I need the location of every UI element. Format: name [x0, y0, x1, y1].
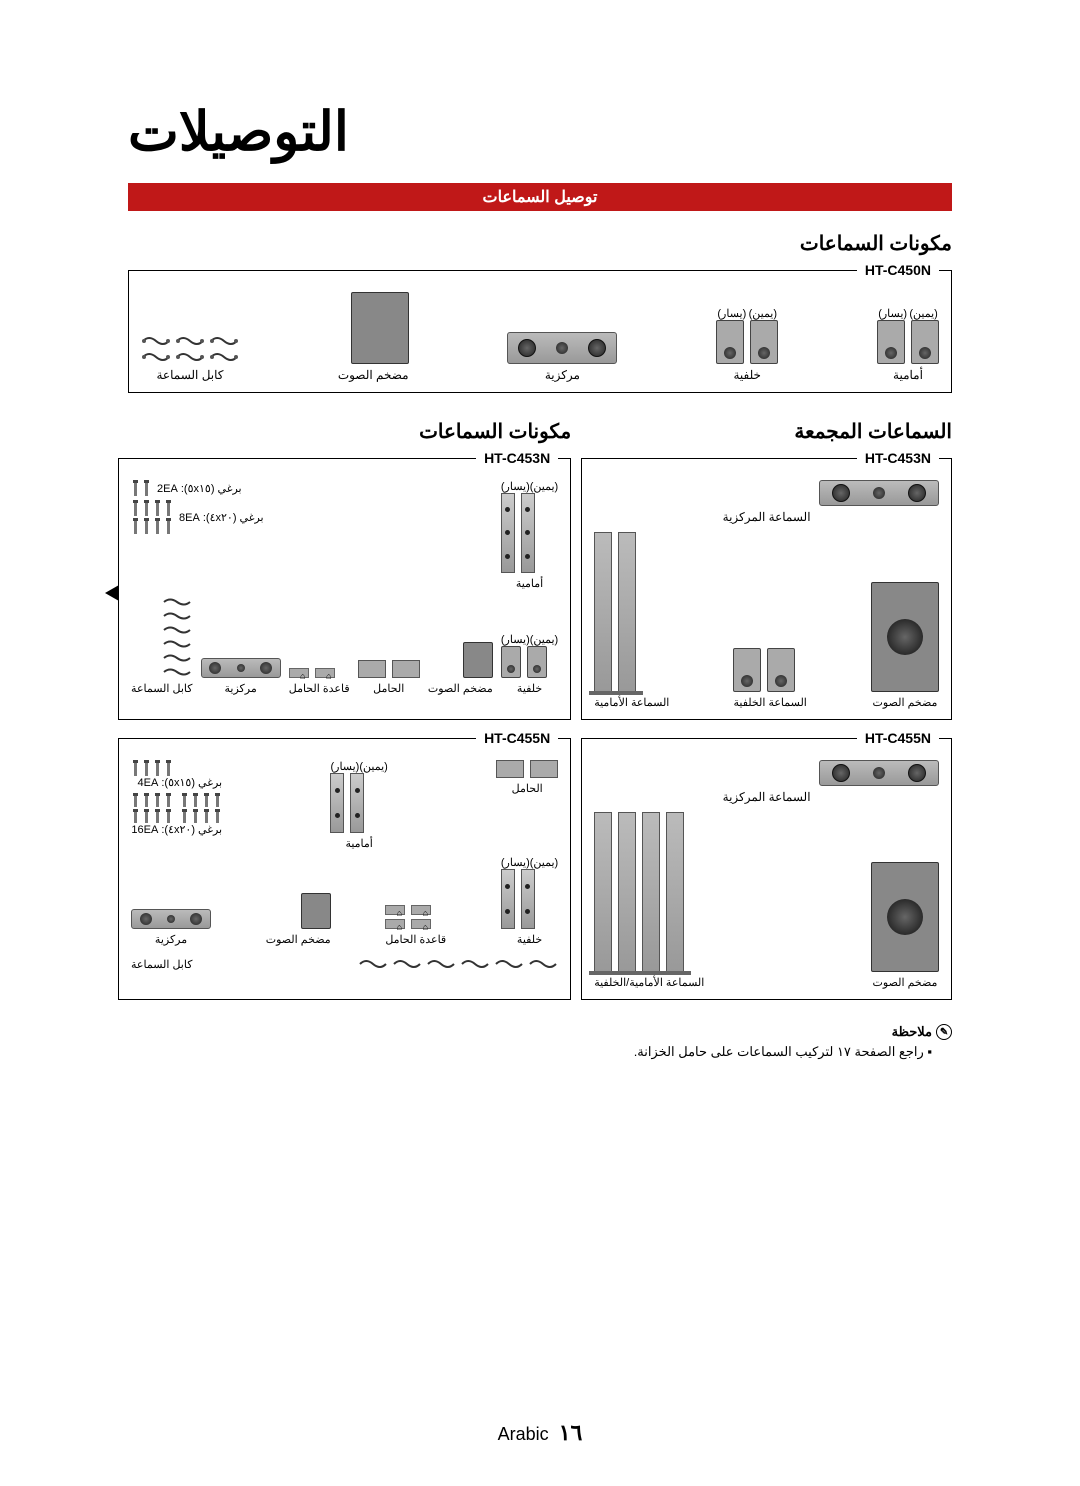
note-icon: ✎ [936, 1024, 952, 1040]
panel-c455n-assembled: HT-C455N السماعة المركزية السماعة الأمام… [581, 730, 952, 1000]
arrow-icon [105, 585, 119, 601]
section-assembled: السماعات المجمعة [581, 419, 952, 444]
label-rear: خلفية [716, 368, 778, 382]
note-block: ✎ملاحظة ▪ راجع الصفحة ١٧ لتركيب السماعات… [128, 1024, 952, 1060]
label-left: (يسار) [717, 307, 746, 320]
label-front: أمامية [877, 368, 939, 382]
panel-c450n: HT-C450N كابل السماعة مضخم [128, 262, 952, 393]
banner: توصيل السماعات [128, 183, 952, 211]
label-right: (يمين) [749, 307, 777, 320]
panel-c455n-components: HT-C455N برغي (٥x١٥): 4EA برغي (٤x٢٠): 1… [118, 730, 571, 1000]
label-subwoofer: مضخم الصوت [338, 368, 409, 382]
page-footer: Arabic ١٦ [0, 1420, 1080, 1446]
section-components-1: مكونات السماعات [128, 231, 952, 256]
label-centre: مركزية [507, 368, 617, 382]
legend-c450n: HT-C450N [857, 262, 939, 278]
panel-c453n-components: HT-C453N برغي (٥x١٥): 2EA برغي (٤x٢٠): 8… [118, 450, 571, 720]
section-components-2: مكونات السماعات [118, 419, 571, 444]
label-cable: كابل السماعة [141, 368, 239, 382]
page-title: التوصيلات [128, 100, 952, 163]
panel-c453n-assembled: HT-C453N السماعة المركزية السماعة الأمام… [581, 450, 952, 720]
